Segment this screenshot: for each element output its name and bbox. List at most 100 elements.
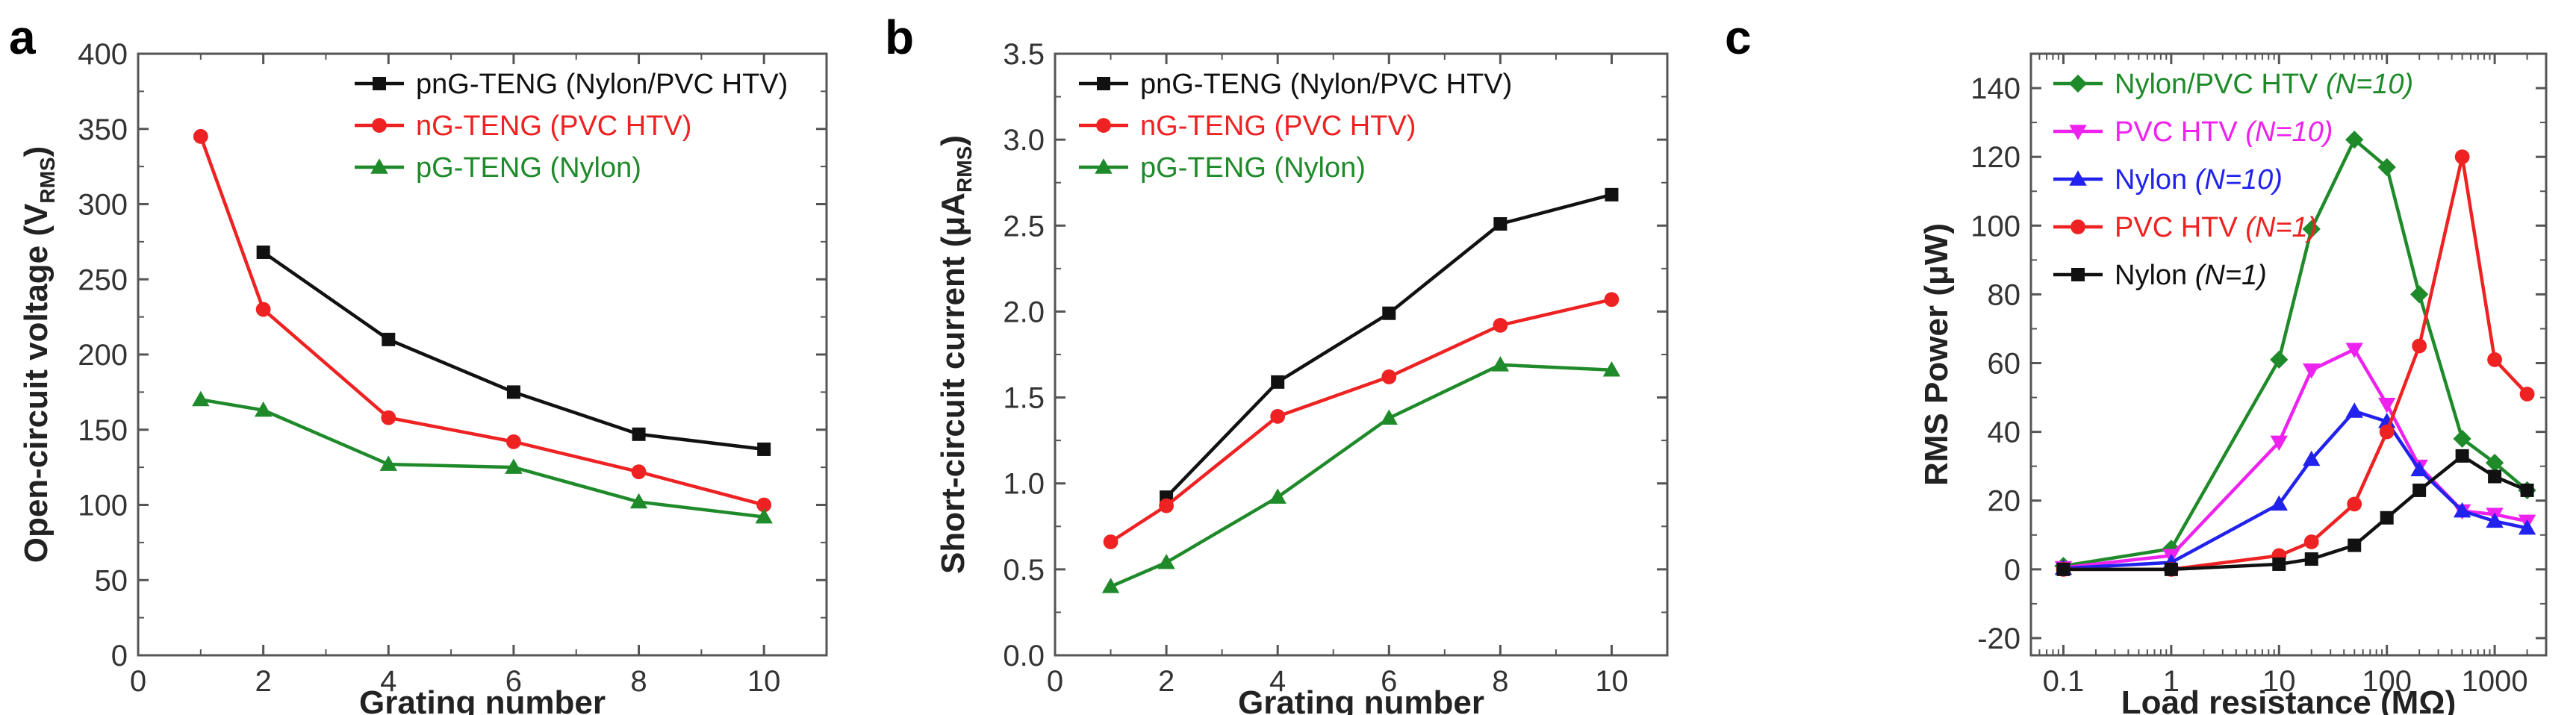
data-point: [2412, 338, 2427, 354]
legend-label: pnG-TENG (Nylon/PVC HTV): [416, 69, 788, 100]
chart-panel-b: 0.0 0.5 1.0 1.5 2.0 2.5 3.0 3.5 0 2 4 6 8 10 Grating n…: [935, 38, 1669, 715]
data-point: [629, 493, 648, 509]
legend-marker: [373, 77, 386, 90]
x-tick-label: 0: [130, 665, 146, 698]
legend-label-name: nG-TENG (PVC HTV): [1140, 110, 1416, 142]
series-pg-teng-nylon-: [192, 390, 773, 524]
legend-label-name: nG-TENG (PVC HTV): [416, 110, 691, 142]
legend-marker: [372, 118, 387, 133]
y-tick-label: 0.0: [1003, 640, 1045, 672]
y-tick-label: 2.5: [1003, 210, 1045, 243]
legend-label: nG-TENG (PVC HTV): [1140, 110, 1416, 142]
data-point: [1491, 356, 1510, 372]
data-point: [2270, 435, 2288, 452]
series-line: [2063, 347, 2528, 569]
y-tick-label: 0.5: [1003, 554, 1045, 587]
x-axis-label: Grating number: [1238, 684, 1484, 715]
panel-label-c: c: [1725, 10, 1752, 64]
x-tick-label: 1000: [2462, 665, 2528, 698]
data-point: [1270, 409, 1286, 424]
legend-label-name: pG-TENG (Nylon): [1140, 152, 1366, 184]
y-tick-label: 200: [78, 339, 128, 372]
legend-marker: [370, 158, 388, 174]
data-point: [2485, 453, 2504, 472]
data-point: [193, 128, 208, 144]
data-point: [2348, 538, 2362, 552]
series-line: [2063, 156, 2529, 572]
data-point: [1380, 409, 1398, 425]
data-point: [1101, 578, 1120, 593]
y-axis-label-end: ): [935, 135, 971, 146]
legend-marker: [2071, 219, 2085, 234]
legend-label-suffix: (N=10): [2326, 69, 2413, 100]
data-point: [506, 434, 521, 449]
legend-label-suffix: (N=10): [2195, 164, 2283, 196]
legend-marker: [2068, 74, 2088, 93]
y-tick-label: 1.0: [1003, 468, 1045, 501]
plot-frame: [2029, 52, 2548, 657]
legend-label-suffix: (N=1): [2245, 212, 2317, 243]
data-point: [2347, 496, 2362, 512]
x-tick-label: 0: [1047, 665, 1063, 698]
legend-label: Nylon (N=1): [2115, 260, 2267, 291]
x-tick-label: 100: [2362, 665, 2412, 698]
y-tick-label: 20: [1988, 485, 2021, 518]
series-line: [1110, 298, 1612, 543]
x-axis-label: Load resistance (MΩ): [2121, 684, 2457, 715]
series-line: [2063, 409, 2528, 570]
legend-label-suffix: (N=1): [2195, 260, 2267, 291]
data-point: [2453, 429, 2471, 448]
y-axis-label-main: Open-circuit voltage (V: [18, 203, 55, 563]
data-point: [381, 410, 396, 425]
legend-label: pG-TENG (Nylon): [1140, 152, 1366, 184]
data-point: [2303, 450, 2321, 466]
y-tick-label: 150: [78, 414, 128, 447]
y-axis-label-sub: RMS: [953, 146, 976, 193]
data-point: [631, 464, 647, 480]
x-tick-label: 1: [2163, 665, 2180, 698]
y-tick-label: 3.5: [1003, 38, 1045, 71]
data-point: [2455, 449, 2469, 463]
y-axis-label: Short-circuit current (μARMS): [935, 135, 976, 574]
y-axis-label: Open-circuit voltage (VRMS): [18, 146, 59, 563]
data-point: [1271, 375, 1285, 389]
y-tick-label: 1.5: [1003, 382, 1045, 415]
data-point: [2303, 363, 2321, 379]
data-point: [1159, 498, 1174, 513]
legend-label-name: pnG-TENG (Nylon/PVC HTV): [1140, 69, 1512, 100]
data-point: [255, 302, 271, 317]
data-point: [379, 455, 397, 471]
data-point: [2379, 424, 2395, 440]
data-point: [1605, 187, 1619, 202]
data-point: [1382, 306, 1396, 320]
x-tick-label: 2: [255, 665, 272, 698]
y-tick-label: 100: [1970, 210, 2020, 243]
series-ng-teng-pvc-htv-: [1103, 292, 1620, 549]
series-line: [1110, 363, 1612, 588]
series-line: [2063, 137, 2529, 568]
data-point: [2345, 130, 2364, 149]
x-tick-label: 6: [505, 665, 522, 698]
x-tick-label: 10: [2262, 665, 2296, 698]
data-point: [2410, 460, 2428, 477]
legend-label: nG-TENG (PVC HTV): [416, 110, 691, 142]
data-point: [2453, 502, 2471, 518]
x-tick-label: 2: [1158, 665, 1175, 698]
y-tick-label: 80: [1988, 278, 2021, 311]
legend-label: PVC HTV (N=10): [2115, 116, 2333, 148]
data-point: [632, 427, 646, 441]
series-line: [2063, 454, 2528, 572]
data-point: [2519, 387, 2535, 402]
x-tick-label: 4: [1269, 665, 1286, 698]
y-tick-label: 2.0: [1003, 296, 1045, 328]
legend-label-name: pG-TENG (Nylon): [416, 152, 641, 184]
legend-marker: [1095, 158, 1113, 174]
data-point: [2520, 483, 2534, 497]
y-tick-label: 0: [2004, 554, 2020, 587]
series-nylon: [2056, 449, 2534, 576]
data-point: [2412, 483, 2427, 497]
legend-label: pG-TENG (Nylon): [416, 152, 641, 184]
legend-label-name: PVC HTV: [2115, 116, 2245, 148]
plot-frame: [1054, 52, 1669, 657]
